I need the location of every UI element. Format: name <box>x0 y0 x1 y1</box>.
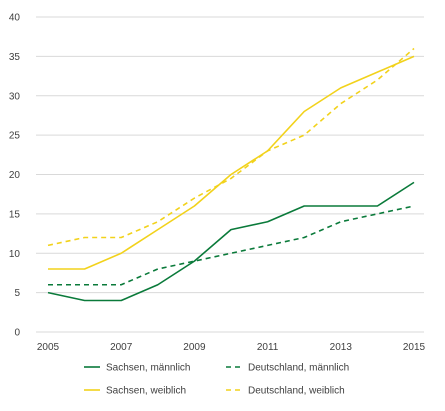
y-tick-label: 35 <box>9 52 21 63</box>
y-axis-ticks: 0 5 10 15 20 25 30 35 40 <box>9 13 21 339</box>
series-line-1 <box>47 181 415 302</box>
series-line-2 <box>48 205 415 286</box>
x-axis-ticks: 2005 2007 2009 2011 2013 2015 <box>37 342 426 353</box>
y-tick-label: 0 <box>14 328 20 339</box>
x-tick-label: 2005 <box>37 342 60 353</box>
y-tick-label: 30 <box>9 91 21 102</box>
legend-label: Sachsen, männlich <box>106 363 191 374</box>
legend-label: Deutschland, männlich <box>248 363 349 374</box>
series-lines <box>47 47 415 302</box>
y-tick-label: 40 <box>9 13 21 24</box>
y-tick-label: 25 <box>9 131 21 142</box>
legend: Sachsen, männlich Deutschland, männlich Sa… <box>84 363 349 397</box>
x-tick-label: 2007 <box>110 342 133 353</box>
x-tick-label: 2009 <box>183 342 206 353</box>
y-tick-label: 15 <box>9 209 21 220</box>
x-tick-label: 2013 <box>330 342 353 353</box>
legend-label: Deutschland, weiblich <box>248 386 345 397</box>
series-line-4 <box>47 47 415 247</box>
y-tick-label: 10 <box>9 249 21 260</box>
legend-item-4: Deutschland, weiblich <box>226 386 345 397</box>
x-tick-label: 2015 <box>403 342 426 353</box>
legend-item-1: Sachsen, männlich <box>84 363 191 374</box>
legend-label: Sachsen, weiblich <box>106 386 186 397</box>
legend-item-3: Sachsen, weiblich <box>84 386 186 397</box>
legend-item-2: Deutschland, männlich <box>226 363 349 374</box>
x-tick-label: 2011 <box>257 342 279 353</box>
y-tick-label: 5 <box>14 288 20 299</box>
y-tick-label: 20 <box>9 170 21 181</box>
series-line-3 <box>48 55 415 270</box>
